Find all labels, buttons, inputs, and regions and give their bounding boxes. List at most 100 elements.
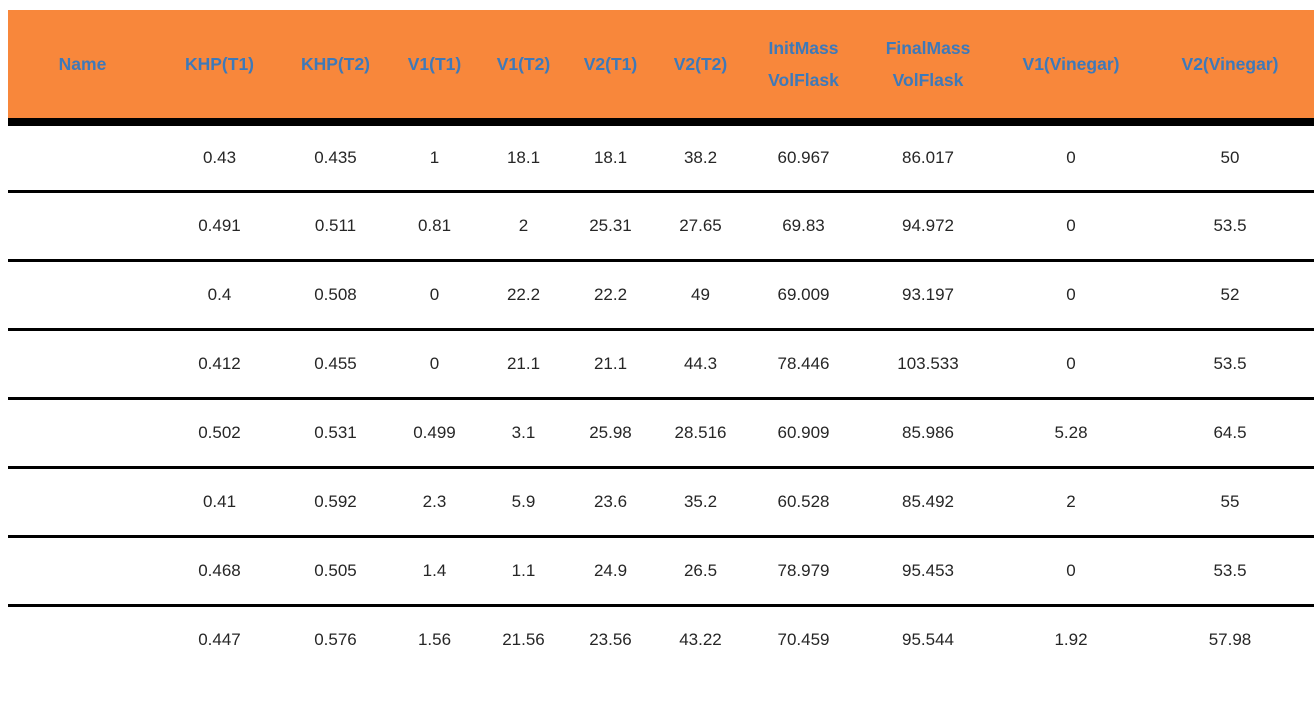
cell-khp-t1: 0.447 bbox=[157, 603, 282, 674]
cell-v2-t1: 24.9 bbox=[567, 534, 654, 605]
cell-v1-t1: 0.499 bbox=[389, 396, 480, 467]
cell-v1-t2: 3.1 bbox=[480, 396, 567, 467]
cell-v1-t2: 18.1 bbox=[506, 147, 541, 167]
cell-v2-t2: 35.2 bbox=[654, 465, 747, 536]
table-row: 0.468 0.505 1.4 1.1 24.9 26.5 78.979 95.453 0 53.… bbox=[8, 534, 1314, 605]
cell-v1-t1: 0 bbox=[389, 327, 480, 398]
cell-v2-t2: 26.5 bbox=[654, 534, 747, 605]
table-row: 0.447 0.576 1.56 21.56 23.56 43.22 70.459 95.54… bbox=[8, 603, 1314, 674]
cell-v2-t1: 25.98 bbox=[567, 396, 654, 467]
cell-v2-t1: 23.56 bbox=[567, 603, 654, 674]
cell-v2-vinegar: 64.5 bbox=[1146, 396, 1314, 467]
cell-v1-t1: 2.3 bbox=[389, 465, 480, 536]
cell-finalmass-volflask: 95.453 bbox=[860, 534, 996, 605]
cell-initmass-volflask: 60.528 bbox=[747, 465, 860, 536]
cell-v2-vinegar: 57.98 bbox=[1146, 603, 1314, 674]
column-header-name: Name bbox=[8, 10, 157, 126]
cell-finalmass-volflask: 103.533 bbox=[860, 327, 996, 398]
cell-khp-t2: 0.435 bbox=[314, 147, 357, 167]
cell-name bbox=[8, 189, 157, 260]
cell-v2-t2: 28.516 bbox=[654, 396, 747, 467]
column-header-v1-vinegar: V1(Vinegar) bbox=[996, 10, 1146, 126]
cell-v2-vinegar: 55 bbox=[1146, 465, 1314, 536]
cell-v1-vinegar: 0 bbox=[996, 534, 1146, 605]
cell-finalmass-volflask: 94.972 bbox=[860, 189, 996, 260]
cell-name bbox=[8, 603, 157, 674]
cell-v2-vinegar: 53.5 bbox=[1146, 189, 1314, 260]
cell-khp-t1: 0.491 bbox=[157, 189, 282, 260]
table-row: 0.4 0.508 0 22.2 22.2 49 69.009 93.197 0 52 bbox=[8, 258, 1314, 329]
cell-v2-t1: 23.6 bbox=[567, 465, 654, 536]
cell-v1-vinegar: 0 bbox=[996, 258, 1146, 329]
cell-v1-t1: 1.56 bbox=[389, 603, 480, 674]
column-header-v1-t1: V1(T1) bbox=[389, 10, 480, 126]
cell-v2-t1: 25.31 bbox=[567, 189, 654, 260]
table-row: 0.491 0.511 0.81 2 25.31 27.65 69.83 94.972 0 53.… bbox=[8, 189, 1314, 260]
table-row: 0.412 0.455 0 21.1 21.1 44.3 78.446 103.533 0 53.… bbox=[8, 327, 1314, 398]
cell-finalmass-volflask: 86.017 bbox=[902, 147, 954, 167]
cell-initmass-volflask: 60.967 bbox=[777, 147, 830, 167]
cell-name bbox=[8, 534, 157, 605]
cell-khp-t1: 0.41 bbox=[157, 465, 282, 536]
cell-v1-t1: 0 bbox=[389, 258, 480, 329]
cell-khp-t1: 0.502 bbox=[157, 396, 282, 467]
cell-v1-t2: 21.56 bbox=[480, 603, 567, 674]
cell-name bbox=[8, 465, 157, 536]
cell-v1-t1: 1.4 bbox=[389, 534, 480, 605]
table-row: 0.43 0.435 1 18.1 18.1 38.2 60.967 86.017 0 50 bbox=[8, 122, 1314, 191]
cell-finalmass-volflask: 95.544 bbox=[860, 603, 996, 674]
cell-khp-t2: 0.505 bbox=[282, 534, 389, 605]
cell-khp-t2: 0.592 bbox=[282, 465, 389, 536]
cell-v2-vinegar: 52 bbox=[1146, 258, 1314, 329]
cell-finalmass-volflask: 93.197 bbox=[860, 258, 996, 329]
cell-v1-vinegar: 0 bbox=[996, 327, 1146, 398]
column-header-initmass-volflask: InitMass VolFlask bbox=[747, 10, 860, 126]
lab-data-table-page: Name KHP(T1) KHP(T2) V1(T1) V1(T2) V2(T1… bbox=[8, 10, 1314, 674]
titration-data-table: Name KHP(T1) KHP(T2) V1(T1) V1(T2) V2(T1… bbox=[8, 10, 1314, 674]
cell-initmass-volflask: 70.459 bbox=[747, 603, 860, 674]
table-header: Name KHP(T1) KHP(T2) V1(T1) V1(T2) V2(T1… bbox=[8, 10, 1314, 126]
cell-v1-vinegar: 1.92 bbox=[996, 603, 1146, 674]
table-row: 0.41 0.592 2.3 5.9 23.6 35.2 60.528 85.492 2 55 bbox=[8, 465, 1314, 536]
column-header-khp-t2: KHP(T2) bbox=[282, 10, 389, 126]
cell-v1-t2: 22.2 bbox=[480, 258, 567, 329]
column-header-v2-vinegar: V2(Vinegar) bbox=[1146, 10, 1314, 126]
column-header-finalmass-volflask: FinalMass VolFlask bbox=[860, 10, 996, 126]
cell-khp-t2: 0.531 bbox=[282, 396, 389, 467]
column-header-v2-t2: V2(T2) bbox=[654, 10, 747, 126]
cell-initmass-volflask: 78.979 bbox=[747, 534, 860, 605]
cell-initmass-volflask: 69.009 bbox=[747, 258, 860, 329]
cell-khp-t1: 0.43 bbox=[202, 147, 237, 167]
cell-v2-t2: 49 bbox=[654, 258, 747, 329]
cell-initmass-volflask: 69.83 bbox=[747, 189, 860, 260]
cell-v2-vinegar: 53.5 bbox=[1146, 327, 1314, 398]
table-body: 0.43 0.435 1 18.1 18.1 38.2 60.967 86.017 0 50 0.4… bbox=[8, 122, 1314, 674]
cell-khp-t2: 0.508 bbox=[282, 258, 389, 329]
cell-finalmass-volflask: 85.986 bbox=[860, 396, 996, 467]
cell-v1-t2: 5.9 bbox=[480, 465, 567, 536]
cell-v1-t1: 0.81 bbox=[389, 189, 480, 260]
cell-v2-t1: 21.1 bbox=[567, 327, 654, 398]
cell-v2-vinegar: 53.5 bbox=[1146, 534, 1314, 605]
cell-v2-t2: 38.2 bbox=[683, 147, 718, 167]
cell-v1-vinegar: 0 bbox=[996, 189, 1146, 260]
header-row: Name KHP(T1) KHP(T2) V1(T1) V1(T2) V2(T1… bbox=[8, 10, 1314, 126]
cell-v1-t2: 1.1 bbox=[480, 534, 567, 605]
cell-v2-t2: 27.65 bbox=[654, 189, 747, 260]
cell-finalmass-volflask: 85.492 bbox=[860, 465, 996, 536]
cell-v1-t2: 2 bbox=[480, 189, 567, 260]
cell-v2-vinegar: 50 bbox=[1220, 147, 1240, 167]
cell-v1-t2: 21.1 bbox=[480, 327, 567, 398]
cell-khp-t2: 0.511 bbox=[282, 189, 389, 260]
column-header-v1-t2: V1(T2) bbox=[480, 10, 567, 126]
cell-khp-t2: 0.576 bbox=[282, 603, 389, 674]
cell-v1-t1: 1 bbox=[429, 147, 440, 167]
cell-khp-t1: 0.468 bbox=[157, 534, 282, 605]
cell-khp-t1: 0.4 bbox=[157, 258, 282, 329]
cell-name bbox=[8, 122, 157, 191]
cell-initmass-volflask: 60.909 bbox=[747, 396, 860, 467]
column-header-v2-t1: V2(T1) bbox=[567, 10, 654, 126]
cell-v2-t1: 22.2 bbox=[567, 258, 654, 329]
table-row: 0.502 0.531 0.499 3.1 25.98 28.516 60.909 85.98… bbox=[8, 396, 1314, 467]
cell-name bbox=[8, 258, 157, 329]
